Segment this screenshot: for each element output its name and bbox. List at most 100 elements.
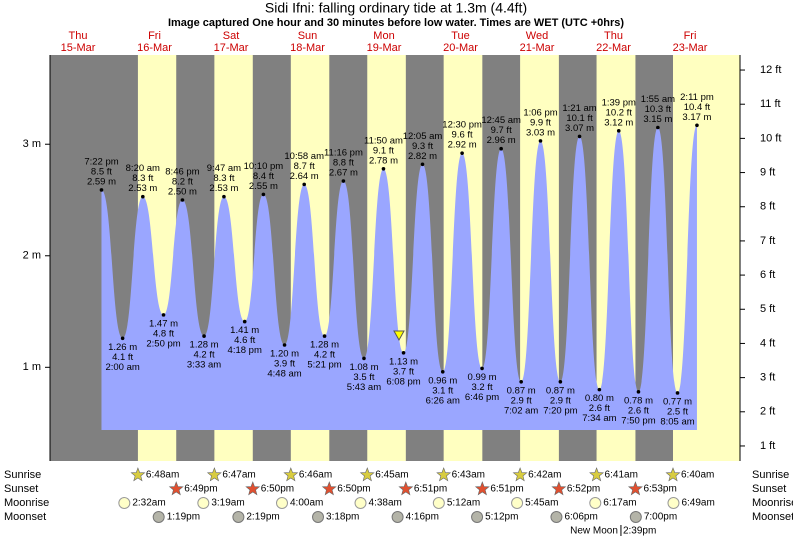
moonrise-icon — [432, 497, 445, 509]
y2-tick-label: 7 ft — [760, 235, 775, 247]
tide-height-m: 3.07 m — [565, 123, 594, 134]
tide-time: 3:33 am — [187, 360, 221, 371]
tide-time: 1:21 am — [562, 103, 596, 114]
moonrise-time: 4:38am — [369, 498, 402, 509]
tide-time: 10:58 am — [284, 151, 324, 162]
sunset-time: 6:50pm — [261, 484, 294, 495]
tide-height-m: 3.12 m — [604, 117, 633, 128]
tide-height-ft: 9.9 ft — [530, 117, 551, 128]
tide-height-ft: 8.5 ft — [91, 166, 112, 177]
tide-extreme — [222, 194, 226, 199]
tide-time: 10:10 pm — [244, 161, 284, 172]
sunset-time: 6:51pm — [490, 484, 523, 495]
tide-height-ft: 3.9 ft — [274, 359, 295, 370]
sunset-time: 6:51pm — [414, 484, 447, 495]
sunrise-icon — [665, 467, 681, 482]
tide-extreme — [656, 125, 660, 130]
tide-time: 8:05 am — [660, 416, 694, 427]
sunset-icon — [168, 481, 184, 496]
y2-tick-label: 11 ft — [760, 98, 781, 110]
day-name: Fri — [148, 30, 161, 42]
tide-time: 1:06 pm — [523, 107, 557, 118]
tide-time: 4:48 am — [267, 369, 301, 380]
tide-extreme — [302, 182, 307, 187]
tide-height-m: 2.53 m — [209, 183, 238, 194]
tide-extreme — [460, 151, 464, 155]
day-date: 15-Mar — [61, 42, 96, 54]
moonset-icon — [550, 511, 563, 523]
tide-height-ft: 4.2 ft — [194, 350, 215, 361]
tide-height-ft: 2.5 ft — [667, 406, 688, 417]
moonrise-icon — [276, 497, 288, 509]
tide-height-ft: 3.5 ft — [353, 372, 374, 383]
day-name: Fri — [684, 30, 697, 42]
tide-time: 7:34 am — [582, 413, 616, 424]
tide-time: 8:20 am — [126, 163, 160, 174]
tide-height-m: 3.03 m — [526, 127, 555, 138]
tide-height-m: 2.82 m — [408, 151, 437, 162]
day-date: 19-Mar — [367, 42, 402, 54]
moonset-time: 4:16pm — [406, 512, 439, 523]
tide-time: 6:26 am — [426, 395, 460, 406]
tide-height-ft: 8.7 ft — [294, 161, 315, 172]
tide-extreme — [519, 380, 523, 384]
moonrise-time: 6:49am — [681, 498, 714, 509]
tide-height-m: 1.28 m — [190, 340, 219, 351]
tide-extreme — [141, 194, 145, 199]
tide-height-m: 1.13 m — [389, 356, 418, 367]
tide-height-ft: 2.6 ft — [589, 403, 610, 414]
tide-time: 5:43 am — [347, 382, 381, 393]
tide-height-ft: 4.2 ft — [314, 350, 335, 361]
moonset-time: 1:19pm — [167, 512, 200, 523]
tide-height-ft: 3.2 ft — [472, 382, 493, 393]
sunrise-icon — [283, 467, 299, 482]
sunrise-time: 6:48am — [146, 470, 179, 481]
moonset-icon — [232, 511, 245, 523]
chart-title: Sidi Ifni: falling ordinary tide at 1.3m… — [265, 0, 527, 16]
tide-time: 12:30 pm — [442, 120, 482, 131]
tide-time: 1:39 pm — [602, 97, 636, 108]
sunrise-icon — [130, 467, 146, 482]
moonrise-icon — [118, 497, 131, 509]
y2-tick-label: 12 ft — [760, 64, 781, 76]
tide-height-m: 0.78 m — [624, 395, 653, 406]
day-name: Thu — [69, 30, 88, 42]
tide-extreme — [202, 334, 206, 338]
sunrise-icon — [512, 467, 528, 482]
tide-time: 7:20 pm — [543, 405, 577, 416]
tide-height-m: 2.96 m — [487, 135, 516, 146]
sunset-time: 6:52pm — [567, 484, 600, 495]
row-label: Sunset — [752, 483, 786, 495]
tide-height-ft: 4.8 ft — [153, 328, 174, 339]
tide-height-ft: 9.3 ft — [412, 141, 433, 152]
tide-height-ft: 8.4 ft — [253, 171, 274, 182]
sunset-icon — [321, 481, 337, 496]
tide-extreme — [558, 380, 563, 384]
row-label: Moonrise — [752, 497, 793, 509]
tide-time: 7:22 pm — [84, 156, 118, 167]
tide-height-m: 1.28 m — [310, 340, 339, 351]
tide-time: 12:05 am — [403, 131, 443, 142]
chart-subtitle: Image captured One hour and 30 minutes b… — [168, 17, 624, 29]
sunset-icon — [398, 481, 414, 496]
day-name: Sat — [223, 30, 240, 42]
y-tick-label: 1 m — [23, 361, 41, 373]
sunset-time: 6:49pm — [184, 484, 217, 495]
y2-tick-label: 2 ft — [760, 406, 775, 418]
tide-time: 7:50 pm — [621, 415, 655, 426]
sunrise-time: 6:41am — [605, 470, 638, 481]
tide-extreme — [440, 369, 445, 374]
moonset-icon — [391, 511, 404, 523]
sunrise-time: 6:45am — [375, 470, 408, 481]
sunrise-time: 6:40am — [681, 470, 714, 481]
tide-height-ft: 9.6 ft — [452, 130, 473, 141]
moonset-time: 3:18pm — [326, 512, 359, 523]
moonrise-time: 5:45am — [525, 498, 558, 509]
day-date: 22-Mar — [596, 42, 631, 54]
tide-height-ft: 2.6 ft — [628, 405, 649, 416]
current-tide-marker — [393, 330, 405, 342]
tide-extreme — [381, 166, 386, 171]
tide-height-m: 0.96 m — [428, 375, 457, 386]
moonset-time: 7:00pm — [644, 512, 677, 523]
moonrise-time: 6:17am — [603, 498, 636, 509]
